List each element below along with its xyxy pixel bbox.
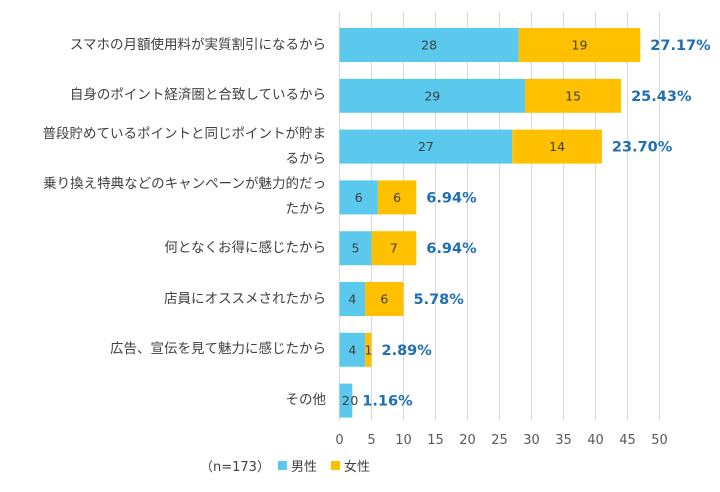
percent-label: 2.89% xyxy=(382,343,433,359)
bar-segment xyxy=(339,180,378,215)
x-tick-label: 45 xyxy=(619,433,636,448)
x-tick-label: 35 xyxy=(555,433,572,448)
bar-segment xyxy=(339,28,519,62)
bar-segment xyxy=(339,78,526,113)
bar-segment xyxy=(339,282,366,316)
category-label: スマホの月額使用料が実質割引になるから xyxy=(0,33,326,58)
bar-segment xyxy=(339,332,366,367)
data-label: 14 xyxy=(549,139,565,154)
data-label: 15 xyxy=(565,88,581,103)
percent-label: 1.16% xyxy=(362,394,413,410)
data-label: 7 xyxy=(390,241,398,256)
data-label: 6 xyxy=(355,190,363,205)
data-label: 6 xyxy=(380,292,388,307)
legend-swatch-female xyxy=(330,461,340,470)
category-label: 乗り換え特典などのキャンペーンが魅力的だったから xyxy=(0,172,326,222)
legend-swatch-male xyxy=(277,461,287,470)
data-label: 5 xyxy=(352,241,360,256)
data-label: 19 xyxy=(572,38,588,53)
x-tick-label: 15 xyxy=(427,433,444,448)
legend-item-male: 男性 xyxy=(277,456,317,475)
data-label: 28 xyxy=(421,38,437,53)
category-label-line: 自身のポイント経済圏と合致しているから xyxy=(69,87,326,104)
x-tick-label: 20 xyxy=(459,433,476,448)
data-label: 2 xyxy=(342,393,350,408)
percent-label: 25.43% xyxy=(631,89,692,105)
percent-label: 27.17% xyxy=(650,38,711,54)
x-tick-label: 0 xyxy=(335,433,343,448)
category-label-line: 店員にオススメされたから xyxy=(164,290,326,307)
category-label-line: たから xyxy=(285,201,327,218)
category-label: 広告、宣伝を見て魅力に感じたから xyxy=(0,337,326,362)
bar-segment xyxy=(377,180,417,215)
data-label: 1 xyxy=(364,342,372,357)
category-label-line: その他 xyxy=(285,392,327,409)
sample-size-note: （n=173） xyxy=(200,460,270,475)
category-label-line: 乗り換え特典などのキャンペーンが魅力的だっ xyxy=(43,176,326,193)
category-label-line: 普段貯めているポイントと同じポイントが貯ま xyxy=(42,125,327,142)
data-label: 6 xyxy=(393,190,401,205)
category-label-line: 何となくお得に感じたから xyxy=(164,239,326,256)
x-tick-label: 10 xyxy=(395,433,412,448)
percent-label: 6.94% xyxy=(426,190,477,206)
bar-segment xyxy=(339,383,353,418)
data-label: 4 xyxy=(348,292,356,307)
percent-label: 6.94% xyxy=(426,241,477,257)
data-label: 29 xyxy=(424,88,440,103)
category-label: 自身のポイント経済圏と合致しているから xyxy=(0,83,326,108)
bar-segment xyxy=(371,231,417,266)
legend: （n=173） 男性 女性 xyxy=(200,456,376,475)
category-label-line: るから xyxy=(285,150,327,167)
x-tick-label: 40 xyxy=(587,433,604,448)
data-label: 4 xyxy=(348,342,356,357)
bar-segment xyxy=(518,28,641,62)
x-tick-label: 5 xyxy=(367,433,375,448)
data-label: 0 xyxy=(350,393,358,408)
legend-item-female: 女性 xyxy=(330,456,370,475)
percent-label: 5.78% xyxy=(414,292,465,308)
x-tick-label: 50 xyxy=(651,433,668,448)
legend-label-female: 女性 xyxy=(343,460,370,475)
category-label: その他 xyxy=(0,388,327,413)
category-label: 店員にオススメされたから xyxy=(0,287,326,312)
bar-segment xyxy=(339,129,513,164)
bar-segment xyxy=(512,129,602,164)
bar-segment xyxy=(525,78,622,113)
category-label: 何となくお得に感じたから xyxy=(0,236,326,261)
percent-label: 23.70% xyxy=(612,140,673,156)
x-tick-label: 30 xyxy=(523,433,540,448)
data-label: 27 xyxy=(418,139,434,154)
category-label-line: スマホの月額使用料が実質割引になるから xyxy=(69,36,326,53)
bar-segment xyxy=(365,282,404,316)
category-label: 普段貯めているポイントと同じポイントが貯まるから xyxy=(0,122,327,172)
category-label-line: 広告、宣伝を見て魅力に感じたから xyxy=(110,341,326,358)
legend-label-male: 男性 xyxy=(290,460,317,475)
bar-segment xyxy=(339,231,372,266)
bar-segment xyxy=(365,332,372,367)
x-tick-label: 25 xyxy=(491,433,508,448)
